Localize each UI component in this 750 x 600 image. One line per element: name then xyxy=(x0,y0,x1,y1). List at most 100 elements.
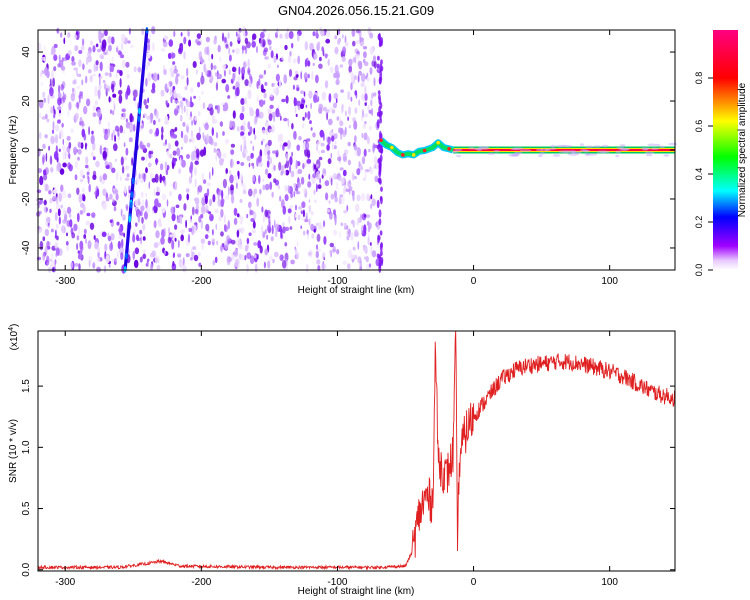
noise-cell xyxy=(300,176,305,185)
noise-cell xyxy=(347,116,349,121)
noise-cell xyxy=(316,143,318,152)
noise-cell xyxy=(38,99,44,109)
noise-cell xyxy=(291,151,293,157)
noise-cell xyxy=(302,209,305,218)
carrier-onset-peak xyxy=(447,147,451,151)
noise-cell xyxy=(329,250,333,254)
noise-cell xyxy=(96,188,100,197)
noise-cell xyxy=(145,167,148,174)
noise-cell xyxy=(79,244,84,252)
diagonal-trace-cell xyxy=(131,177,135,185)
noise-cell xyxy=(347,263,351,270)
noise-cell xyxy=(100,55,104,60)
noise-cell xyxy=(44,183,49,192)
noise-cell xyxy=(227,32,230,40)
carrier-haze xyxy=(655,143,661,147)
noise-cell xyxy=(210,62,213,71)
noise-cell xyxy=(98,30,102,35)
noise-cell xyxy=(137,213,141,223)
noise-cell xyxy=(181,105,184,115)
noise-cell xyxy=(364,169,367,180)
noise-cell xyxy=(200,214,204,219)
noise-cell xyxy=(140,205,145,212)
noise-cell xyxy=(40,82,43,87)
noise-cell xyxy=(303,91,306,97)
noise-cell xyxy=(78,263,81,271)
noise-cell xyxy=(182,121,186,127)
noise-cell xyxy=(286,139,291,150)
noise-cell xyxy=(194,178,197,188)
noise-cell xyxy=(217,191,220,201)
noise-edge-cell xyxy=(380,59,383,65)
noise-cell xyxy=(327,158,332,165)
noise-cell xyxy=(120,252,124,260)
noise-cell xyxy=(157,241,161,246)
noise-cell xyxy=(42,143,46,150)
noise-cell xyxy=(304,59,307,68)
noise-cell xyxy=(303,230,306,236)
noise-cell xyxy=(321,46,324,52)
noise-cell xyxy=(114,258,117,263)
noise-cell xyxy=(373,77,376,87)
noise-cell xyxy=(146,258,150,262)
noise-cell xyxy=(219,121,224,126)
noise-cell xyxy=(225,84,230,93)
noise-cell xyxy=(226,255,231,266)
noise-cell xyxy=(312,132,316,138)
noise-cell xyxy=(281,259,287,269)
noise-cell xyxy=(55,223,59,229)
noise-cell xyxy=(289,226,293,230)
noise-cell xyxy=(126,173,130,178)
noise-cell xyxy=(112,93,117,98)
noise-cell xyxy=(371,92,374,99)
noise-cell xyxy=(367,237,370,245)
noise-cell xyxy=(230,149,235,155)
noise-cell xyxy=(172,86,176,90)
noise-cell xyxy=(58,148,61,152)
noise-cell xyxy=(194,160,199,165)
noise-cell xyxy=(307,73,310,79)
noise-cell xyxy=(67,49,72,56)
noise-cell xyxy=(306,138,311,142)
carrier-onset-peak xyxy=(422,148,427,153)
spectrogram-x-label: Height of straight line (km) xyxy=(298,285,415,296)
noise-cell xyxy=(120,156,124,166)
noise-cell xyxy=(360,166,364,171)
noise-cell xyxy=(269,45,272,51)
noise-cell xyxy=(336,181,339,191)
noise-cell xyxy=(185,253,190,258)
noise-cell xyxy=(236,229,240,238)
noise-cell xyxy=(217,150,219,154)
noise-cell xyxy=(198,126,201,134)
noise-cell xyxy=(204,46,209,55)
noise-cell xyxy=(163,180,167,187)
noise-cell xyxy=(263,100,266,105)
carrier-haze xyxy=(519,149,532,152)
noise-cell xyxy=(163,249,166,256)
noise-cell xyxy=(365,214,371,219)
noise-cell xyxy=(70,128,74,133)
noise-cell xyxy=(111,83,115,93)
noise-cell xyxy=(310,102,312,110)
noise-cell xyxy=(48,258,53,262)
noise-cell xyxy=(181,159,186,168)
noise-cell xyxy=(307,60,311,67)
noise-cell xyxy=(300,71,303,80)
noise-cell xyxy=(339,64,344,68)
noise-cell xyxy=(151,82,156,91)
noise-cell xyxy=(92,73,97,77)
noise-cell xyxy=(83,228,87,235)
noise-cell xyxy=(208,198,213,207)
noise-cell xyxy=(204,195,208,205)
noise-cell xyxy=(153,242,159,249)
noise-cell xyxy=(242,44,244,55)
noise-edge-cell xyxy=(378,259,382,266)
noise-cell xyxy=(98,75,103,79)
noise-cell xyxy=(183,51,186,60)
noise-cell xyxy=(193,254,199,262)
noise-cell xyxy=(54,134,59,144)
noise-edge-cell xyxy=(376,199,380,209)
noise-cell xyxy=(283,74,288,84)
noise-cell xyxy=(126,74,130,79)
diagonal-trace-cell xyxy=(128,216,132,223)
